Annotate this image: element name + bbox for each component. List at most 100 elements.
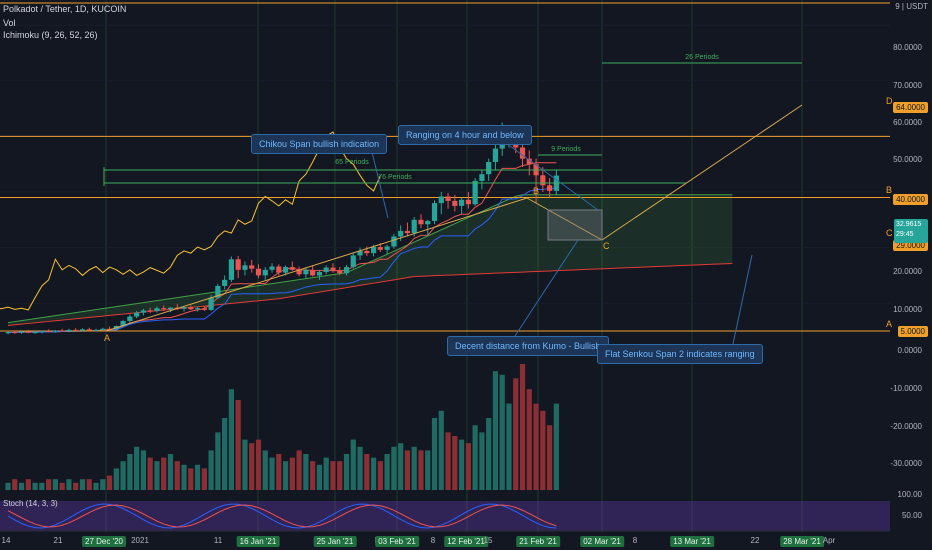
candle-body [296, 269, 302, 275]
level-tag-a[interactable]: 5.0000 [897, 326, 928, 337]
candle-body [303, 269, 309, 275]
stoch-legend[interactable]: Stoch (14, 3, 3) [3, 499, 58, 508]
period-label-65: 65 Periods [335, 159, 369, 166]
y-tick: -20.0000 [890, 422, 922, 431]
last-price-tag[interactable]: 32.9615 29:45 [894, 219, 928, 243]
point-label-b: B [533, 186, 540, 196]
candle-body [242, 265, 248, 270]
x-tick: 8 [430, 536, 436, 545]
candle-body [364, 250, 370, 254]
price-unit: 9 | USDT [895, 2, 928, 11]
point-label-a: A [104, 333, 111, 343]
volume-bar [458, 439, 465, 490]
x-tick: 28 Mar '21 [780, 536, 824, 547]
y-tick: 50.0000 [893, 155, 922, 164]
candle-body [222, 279, 228, 286]
candle-body [350, 255, 356, 268]
ranging-box [547, 209, 603, 241]
candle-body [127, 316, 133, 321]
volume-bar [59, 482, 65, 490]
candle-body [540, 175, 546, 186]
volume-bar [472, 425, 478, 490]
volume-bar [161, 457, 167, 490]
volume-bar [255, 439, 262, 490]
candle-body [194, 308, 201, 310]
candle-body [134, 312, 140, 317]
volume-bar [201, 468, 207, 490]
volume-bar [513, 378, 519, 490]
volume-bar [438, 410, 444, 490]
kumo-cloud [7, 194, 733, 326]
x-tick: 14 [1, 536, 11, 545]
volume-bar [540, 410, 546, 490]
chikou-pointer [371, 151, 389, 219]
candle-body [391, 236, 397, 247]
level-tag-b[interactable]: 40.0000 [893, 194, 928, 205]
level-tag-d[interactable]: 64.0000 [893, 102, 928, 113]
symbol-title[interactable]: Polkadot / Tether, 1D, KUCOIN [3, 4, 127, 14]
candle-body [147, 310, 153, 312]
price-unit-label: USDT [906, 2, 928, 11]
volume-bar [208, 450, 214, 490]
candle-body [228, 259, 235, 280]
stoch-tick: 100.00 [897, 490, 922, 499]
candle-body [39, 331, 45, 333]
period-label-26: 26 Periods [685, 54, 719, 61]
candle-body [215, 285, 221, 298]
candle-body [492, 148, 499, 162]
candle-body [12, 332, 18, 334]
volume-bar [167, 454, 174, 490]
ichimoku-legend[interactable]: Ichimoku (9, 26, 52, 26) [3, 30, 98, 40]
level-tag-c[interactable]: 29.0000 [893, 240, 928, 251]
candle-body [445, 196, 451, 201]
candle-body [465, 199, 471, 205]
volume-bar [18, 482, 25, 490]
volume-bar [425, 450, 431, 490]
volume-bar [174, 461, 180, 490]
ranging-annotation[interactable]: Ranging on 4 hour and below [398, 125, 532, 145]
last-price: 32.9615 [896, 221, 922, 228]
ranging-pointer [509, 145, 599, 211]
volume-bar [547, 425, 553, 490]
y-tick: 80.0000 [893, 43, 922, 52]
candle-body [201, 308, 207, 310]
kumo-annotation[interactable]: Decent distance from Kumo - Bullish [447, 336, 609, 356]
volume-bar [228, 389, 235, 490]
candle-body [411, 219, 417, 234]
candle-body [276, 266, 282, 273]
drawings[interactable] [103, 62, 803, 345]
senkou-pointer [732, 254, 753, 345]
senkou-annotation[interactable]: Flat Senkou Span 2 indicates ranging [597, 344, 763, 364]
candle-body [526, 158, 532, 165]
volume-bar [357, 446, 363, 490]
volume-bar [39, 482, 45, 490]
candle-body [235, 259, 241, 270]
volume-bar [465, 443, 471, 490]
volume-bar [86, 479, 92, 490]
x-tick: 22 [750, 536, 760, 545]
x-tick: 21 [53, 536, 63, 545]
candle-body [140, 310, 146, 313]
volume-bar [411, 446, 417, 490]
y-tick: 0.0000 [897, 346, 922, 355]
candle-body [547, 185, 553, 191]
vol-legend[interactable]: Vol [3, 18, 16, 28]
x-tick: 8 [632, 536, 638, 545]
candle-body [337, 270, 343, 274]
volume-bar [52, 479, 58, 490]
level-label-c: C [886, 228, 893, 238]
chikou-annotation[interactable]: Chikou Span bullish indication [251, 134, 388, 154]
volume-bar [330, 461, 336, 490]
volume-bar [343, 454, 350, 490]
volume-bar [25, 479, 31, 490]
volume-bar [120, 461, 126, 490]
volume-bar [188, 468, 194, 490]
volume-bar [350, 439, 356, 490]
tenkan-sen [7, 162, 557, 334]
point-label-c: C [603, 241, 610, 251]
volume-bar [215, 432, 221, 490]
volume-bar [289, 457, 295, 490]
volume-bar [93, 482, 99, 490]
candle-body [167, 307, 174, 310]
